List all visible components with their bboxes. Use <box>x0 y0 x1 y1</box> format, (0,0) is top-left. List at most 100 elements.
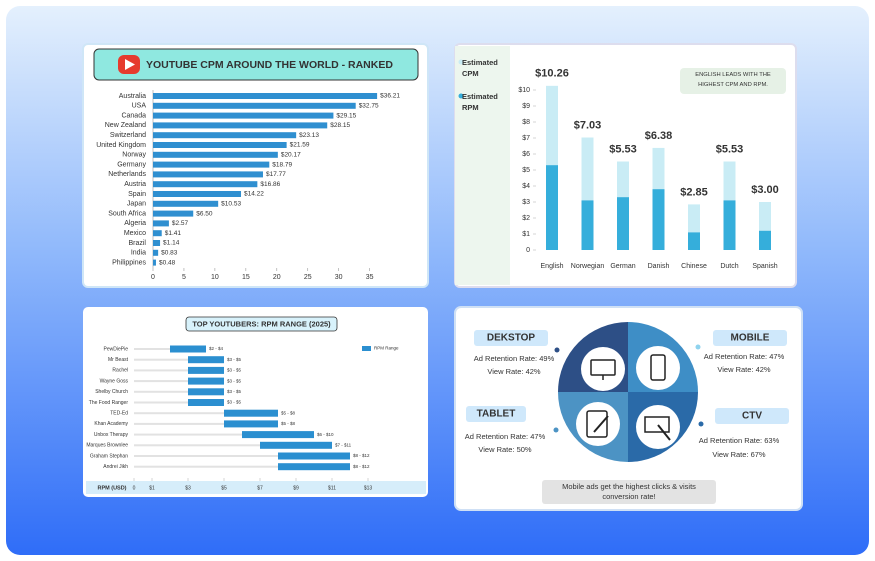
guide-line <box>134 412 224 415</box>
y-tick-label: $9 <box>522 103 530 110</box>
x-tick-label: 25 <box>304 274 312 281</box>
guide-line <box>134 390 188 393</box>
y-tick-label: India <box>131 250 146 257</box>
x-tick-label: Norwegian <box>571 263 605 270</box>
y-tick-label: $4 <box>522 183 530 190</box>
chart-title: YOUTUBE CPM AROUND THE WORLD - RANKED <box>146 59 393 71</box>
panel <box>83 307 428 497</box>
x-axis-label: RPM (USD) <box>97 485 126 491</box>
y-tick-label: South Africa <box>108 210 146 217</box>
y-tick-label: Unbox Therapy <box>94 432 129 438</box>
data-label: $29.15 <box>336 112 356 119</box>
y-tick-label: Philippines <box>112 259 146 266</box>
x-tick-label: 15 <box>242 274 250 281</box>
x-tick-label: $11 <box>328 485 336 491</box>
y-tick-label: Spain <box>128 191 146 198</box>
annotation: ENGLISH LEADS WITH THE HIGHEST CPM AND R… <box>695 72 771 88</box>
bar <box>153 230 162 237</box>
ctv-icon <box>644 416 670 433</box>
data-label: $1.14 <box>163 240 180 247</box>
device-stat: Ad Retention Rate: 47% <box>465 432 546 441</box>
y-tick-label: Algeria <box>124 220 146 227</box>
footer-box <box>542 480 716 504</box>
legend-entry: Estimated RPM <box>462 92 498 112</box>
range-bar <box>224 420 278 428</box>
data-label: $8 - $12 <box>353 453 370 458</box>
data-label: $2.57 <box>172 220 189 227</box>
bar <box>153 191 242 197</box>
device-name: TABLET <box>477 409 516 420</box>
annotation-box <box>680 68 786 94</box>
y-tick-label: United Kingdom <box>96 142 146 149</box>
play-icon <box>125 59 135 70</box>
range-bar <box>188 366 224 374</box>
y-tick-label: The Food Ranger <box>89 400 129 406</box>
data-label: $1.41 <box>165 230 182 237</box>
bar <box>153 200 219 207</box>
y-tick-label: Canada <box>121 112 146 119</box>
x-tick-label: Danish <box>648 263 670 270</box>
bar <box>153 112 334 119</box>
bar <box>153 181 258 188</box>
range-bar <box>278 452 350 460</box>
legend-panel <box>455 46 510 285</box>
data-label: $8 - $12 <box>353 464 370 469</box>
x-tick-label: German <box>610 263 635 270</box>
data-label: $10.26 <box>535 68 569 80</box>
data-label: $20.17 <box>281 152 301 159</box>
bar <box>153 210 194 217</box>
bar <box>546 165 558 250</box>
y-tick-label: TED-Ed <box>110 411 128 417</box>
y-tick-label: Mexico <box>124 230 146 237</box>
data-label: $6.50 <box>196 210 213 217</box>
device-name: DEKSTOP <box>487 333 535 344</box>
bar <box>153 171 263 178</box>
data-label: $16.86 <box>260 181 280 188</box>
data-label: $3.00 <box>751 184 779 196</box>
bar <box>153 132 297 139</box>
range-bar <box>260 441 332 449</box>
data-label: $6 - $10 <box>317 432 334 437</box>
y-tick-label: PewDiePie <box>104 346 129 352</box>
legend-entry: Estimated CPM <box>462 58 498 78</box>
data-label: $6.38 <box>645 130 673 142</box>
data-label: $3 - $5 <box>227 378 242 383</box>
y-tick-label: $6 <box>522 151 530 158</box>
bar <box>688 232 700 250</box>
device-stat: Ad Retention Rate: 49% <box>474 354 555 363</box>
x-tick-label: $3 <box>185 485 191 491</box>
x-tick-label: $5 <box>221 485 227 491</box>
y-tick-label: Khan Academy <box>94 421 128 427</box>
tablet-icon <box>586 410 608 438</box>
bar <box>153 93 378 99</box>
bar <box>759 230 771 250</box>
footer-text: Mobile ads get the highest clicks & visi… <box>562 482 696 501</box>
range-bar <box>188 377 224 385</box>
data-label: $5 - $8 <box>281 421 296 426</box>
legend-swatch <box>458 93 464 99</box>
ctv-icon <box>657 424 671 441</box>
data-label: $2 - $4 <box>209 346 224 351</box>
data-label: $10.53 <box>221 201 241 208</box>
device-name: CTV <box>742 411 762 422</box>
data-label: $18.79 <box>272 161 292 168</box>
data-label: $7.03 <box>574 119 602 131</box>
device-label-box <box>713 330 787 346</box>
x-tick-label: 35 <box>366 274 374 281</box>
y-tick-label: Rachel <box>112 368 128 374</box>
bar <box>652 189 665 250</box>
data-label: $3 - $5 <box>227 389 242 394</box>
y-tick-label: Andrei Jikh <box>103 464 128 470</box>
y-tick-label: Shelby Church <box>95 389 128 395</box>
y-tick-label: $1 <box>522 231 530 238</box>
bar <box>153 259 156 266</box>
data-label: $5 - $8 <box>281 410 296 415</box>
connector-dot <box>695 344 701 350</box>
bar <box>153 122 328 129</box>
data-label: $3 - $5 <box>227 357 242 362</box>
y-tick-label: $7 <box>522 135 530 142</box>
guide-line <box>134 401 188 404</box>
mobile-icon <box>650 354 666 381</box>
connector-dot <box>553 427 559 433</box>
